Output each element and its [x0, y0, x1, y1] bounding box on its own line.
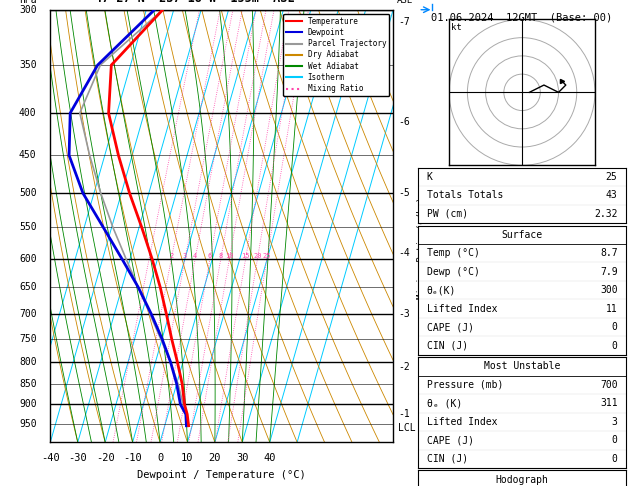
- Text: Dewp (°C): Dewp (°C): [426, 267, 479, 277]
- Text: 850: 850: [19, 379, 36, 389]
- Text: 6: 6: [208, 253, 212, 259]
- Text: -40: -40: [41, 453, 60, 463]
- Legend: Temperature, Dewpoint, Parcel Trajectory, Dry Adiabat, Wet Adiabat, Isotherm, Mi: Temperature, Dewpoint, Parcel Trajectory…: [283, 14, 389, 96]
- Text: 10: 10: [225, 253, 234, 259]
- Text: 0: 0: [611, 322, 618, 332]
- Text: 43: 43: [606, 191, 618, 200]
- Text: Lifted Index: Lifted Index: [426, 304, 497, 313]
- Text: 700: 700: [600, 380, 618, 390]
- Text: CAPE (J): CAPE (J): [426, 322, 474, 332]
- Text: 0: 0: [611, 435, 618, 445]
- Text: Dewpoint / Temperature (°C): Dewpoint / Temperature (°C): [137, 470, 306, 480]
- Text: 20: 20: [209, 453, 221, 463]
- Text: 20: 20: [253, 253, 262, 259]
- Text: Mixing Ratio (g/kg): Mixing Ratio (g/kg): [417, 196, 426, 299]
- Text: 500: 500: [19, 188, 36, 198]
- Text: 3: 3: [611, 417, 618, 427]
- Text: -10: -10: [123, 453, 142, 463]
- Text: 0: 0: [611, 341, 618, 350]
- Text: 300: 300: [19, 5, 36, 15]
- Text: 3: 3: [183, 253, 187, 259]
- Text: 15: 15: [242, 253, 250, 259]
- Text: 311: 311: [600, 399, 618, 408]
- Text: LCL: LCL: [398, 423, 416, 433]
- Text: 300: 300: [600, 285, 618, 295]
- Text: -5: -5: [398, 188, 410, 198]
- Text: 11: 11: [606, 304, 618, 313]
- Text: 25: 25: [263, 253, 271, 259]
- Text: 8: 8: [219, 253, 223, 259]
- Text: 01.06.2024  12GMT  (Base: 00): 01.06.2024 12GMT (Base: 00): [431, 12, 613, 22]
- Text: hPa: hPa: [19, 0, 36, 5]
- Text: km
ASL: km ASL: [396, 0, 413, 5]
- Text: 700: 700: [19, 309, 36, 319]
- Text: -4: -4: [398, 248, 410, 258]
- Text: 4: 4: [193, 253, 198, 259]
- Text: 1: 1: [147, 253, 152, 259]
- Text: kt: kt: [451, 23, 462, 33]
- Text: Totals Totals: Totals Totals: [426, 191, 503, 200]
- Text: 550: 550: [19, 223, 36, 232]
- Text: -2: -2: [398, 362, 410, 372]
- Text: CIN (J): CIN (J): [426, 454, 468, 464]
- Text: -6: -6: [398, 117, 410, 127]
- Text: 47°27'N  237°18'W  155m  ASL: 47°27'N 237°18'W 155m ASL: [94, 0, 294, 5]
- Text: 8.7: 8.7: [600, 248, 618, 258]
- Text: CIN (J): CIN (J): [426, 341, 468, 350]
- Text: 600: 600: [19, 254, 36, 264]
- Text: 2.32: 2.32: [594, 209, 618, 219]
- Text: 30: 30: [236, 453, 248, 463]
- Text: -1: -1: [398, 409, 410, 419]
- Text: -3: -3: [398, 309, 410, 319]
- Text: 800: 800: [19, 357, 36, 367]
- Text: 0: 0: [157, 453, 163, 463]
- Text: 7.9: 7.9: [600, 267, 618, 277]
- Text: -20: -20: [96, 453, 114, 463]
- Text: Temp (°C): Temp (°C): [426, 248, 479, 258]
- Text: Most Unstable: Most Unstable: [484, 362, 560, 371]
- Text: 0: 0: [611, 454, 618, 464]
- Text: 40: 40: [264, 453, 276, 463]
- Text: θₑ(K): θₑ(K): [426, 285, 456, 295]
- Text: θₑ (K): θₑ (K): [426, 399, 462, 408]
- Text: CAPE (J): CAPE (J): [426, 435, 474, 445]
- Text: Hodograph: Hodograph: [496, 475, 548, 485]
- Text: 950: 950: [19, 419, 36, 429]
- Text: Pressure (mb): Pressure (mb): [426, 380, 503, 390]
- Text: 350: 350: [19, 60, 36, 70]
- Text: -7: -7: [398, 17, 410, 27]
- Text: PW (cm): PW (cm): [426, 209, 468, 219]
- Text: 25: 25: [606, 172, 618, 182]
- Text: -30: -30: [69, 453, 87, 463]
- Text: 400: 400: [19, 108, 36, 118]
- Text: 650: 650: [19, 282, 36, 293]
- Text: 750: 750: [19, 334, 36, 344]
- Text: 10: 10: [181, 453, 194, 463]
- Text: 2: 2: [169, 253, 174, 259]
- Text: 900: 900: [19, 399, 36, 409]
- Text: Lifted Index: Lifted Index: [426, 417, 497, 427]
- Text: 450: 450: [19, 150, 36, 160]
- Text: Surface: Surface: [501, 230, 543, 240]
- Text: K: K: [426, 172, 433, 182]
